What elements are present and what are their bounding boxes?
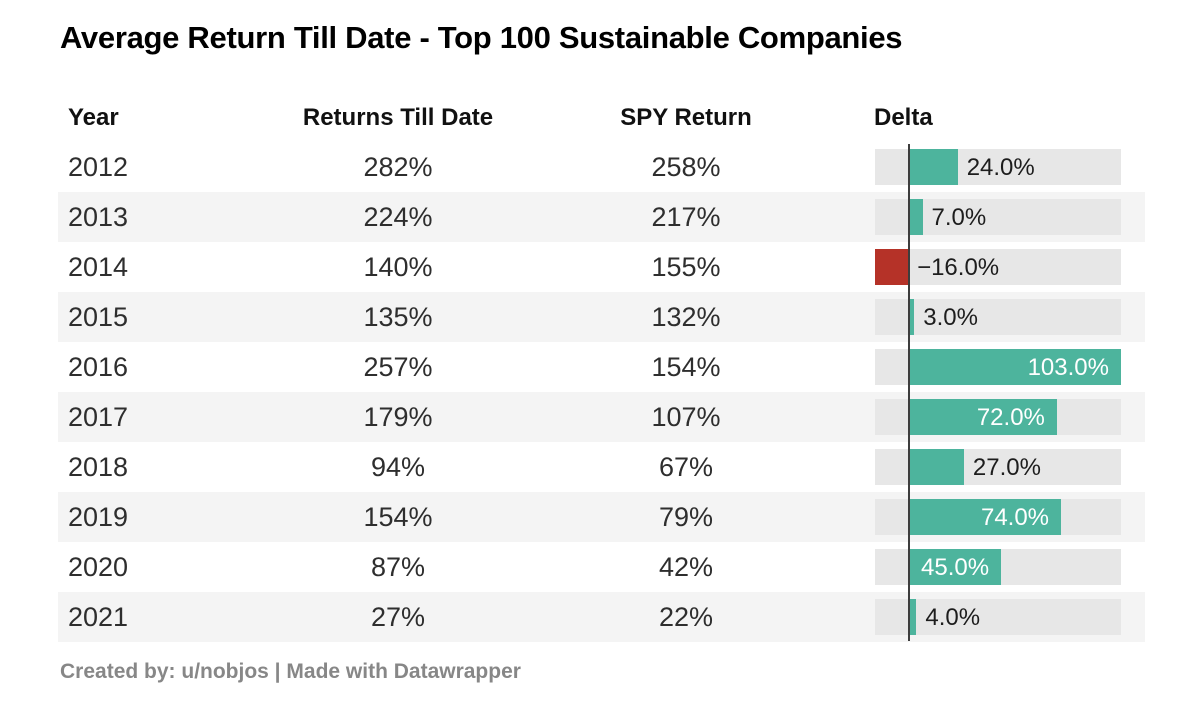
footer-credit: Created by: u/nobjos | Made with Datawra… <box>60 660 521 683</box>
spy-return-cell: 132% <box>651 302 721 332</box>
table-row: 2012 282% 258% 24.0% <box>58 142 1145 192</box>
delta-bar-positive <box>908 399 1057 435</box>
delta-bar-track: 72.0% <box>875 399 1121 435</box>
spy-return-cell: 154% <box>651 352 721 382</box>
table-row: 2019 154% 79% 74.0% <box>58 492 1145 542</box>
year-cell: 2019 <box>68 502 129 532</box>
returns-till-date-cell: 179% <box>363 402 433 432</box>
table-row: 2014 140% 155% −16.0% <box>58 242 1145 292</box>
delta-value-label: 4.0% <box>925 604 981 631</box>
delta-value-label: −16.0% <box>917 254 1000 281</box>
returns-till-date-cell: 94% <box>370 452 426 482</box>
returns-till-date-cell: 154% <box>363 502 433 532</box>
spy-return-cell: 107% <box>651 402 721 432</box>
spy-return-cell: 22% <box>658 602 714 632</box>
returns-till-date-cell: 224% <box>363 202 433 232</box>
delta-zero-axis-line <box>908 144 910 641</box>
delta-value-label: 24.0% <box>966 154 1035 181</box>
year-cell: 2018 <box>68 452 129 482</box>
delta-bar-track: −16.0% <box>875 249 1121 285</box>
delta-bar-track: 27.0% <box>875 449 1121 485</box>
spy-return-cell: 67% <box>658 452 714 482</box>
year-cell: 2021 <box>68 602 129 632</box>
delta-bar-positive <box>908 449 964 485</box>
column-header-year: Year <box>68 104 119 131</box>
year-cell: 2017 <box>68 402 129 432</box>
delta-bar-positive <box>908 599 917 635</box>
delta-bar-track: 24.0% <box>875 149 1121 185</box>
delta-bar-positive <box>908 549 1002 585</box>
delta-bar-track: 103.0% <box>875 349 1121 385</box>
table-row: 2018 94% 67% 27.0% <box>58 442 1145 492</box>
chart-title: Average Return Till Date - Top 100 Susta… <box>60 20 903 55</box>
year-cell: 2015 <box>68 302 129 332</box>
returns-till-date-cell: 135% <box>363 302 433 332</box>
table-row: 2020 87% 42% 45.0% <box>58 542 1145 592</box>
table-row: 2017 179% 107% 72.0% <box>58 392 1145 442</box>
spy-return-cell: 155% <box>651 252 721 282</box>
delta-bar-track: 3.0% <box>875 299 1121 335</box>
delta-bar-positive <box>908 199 923 235</box>
returns-till-date-cell: 87% <box>370 552 426 582</box>
delta-value-label: 103.0% <box>1027 354 1109 381</box>
table-row: 2015 135% 132% 3.0% <box>58 292 1145 342</box>
delta-bar-positive <box>908 299 915 335</box>
delta-value-label: 7.0% <box>931 204 987 231</box>
column-header-delta: Delta <box>874 104 933 131</box>
table-row: 2021 27% 22% 4.0% <box>58 592 1145 642</box>
delta-value-label: 72.0% <box>976 404 1045 431</box>
column-header-spy-return: SPY Return <box>620 104 752 131</box>
year-cell: 2013 <box>68 202 129 232</box>
delta-value-label: 45.0% <box>921 554 990 581</box>
delta-value-label: 3.0% <box>923 304 978 331</box>
delta-bar-track: 4.0% <box>875 599 1121 635</box>
returns-till-date-cell: 27% <box>370 602 426 632</box>
year-cell: 2014 <box>68 252 129 282</box>
delta-bar-track: 74.0% <box>875 499 1121 535</box>
delta-value-label: 74.0% <box>980 504 1050 531</box>
returns-till-date-cell: 257% <box>363 352 433 382</box>
year-cell: 2016 <box>68 352 129 382</box>
delta-bar-positive <box>908 349 1121 385</box>
returns-till-date-cell: 140% <box>363 252 433 282</box>
delta-bar-track: 7.0% <box>875 199 1121 235</box>
delta-bar-track: 45.0% <box>875 549 1121 585</box>
year-cell: 2020 <box>68 552 129 582</box>
returns-till-date-cell: 282% <box>363 152 433 182</box>
delta-bar-positive <box>908 149 958 185</box>
spy-return-cell: 217% <box>651 202 721 232</box>
delta-bar-negative <box>875 249 909 285</box>
year-cell: 2012 <box>68 152 129 182</box>
table-row: 2016 257% 154% 103.0% <box>58 342 1145 392</box>
table-row: 2013 224% 217% 7.0% <box>58 192 1145 242</box>
delta-bar-positive <box>908 499 1062 535</box>
column-header-returns-till-date: Returns Till Date <box>302 104 494 131</box>
spy-return-cell: 42% <box>658 552 714 582</box>
delta-value-label: 27.0% <box>972 454 1041 481</box>
spy-return-cell: 258% <box>651 152 721 182</box>
spy-return-cell: 79% <box>658 502 714 532</box>
